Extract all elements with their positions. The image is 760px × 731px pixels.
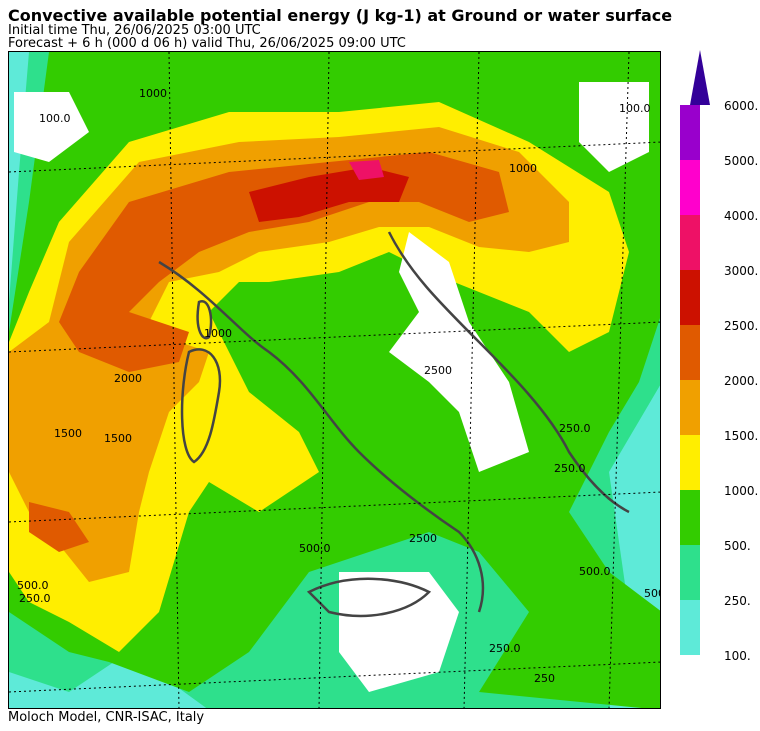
contour-label: 1500 bbox=[104, 432, 132, 445]
field-none-adriatic bbox=[389, 232, 529, 472]
legend-label-6000: 6000. bbox=[724, 99, 759, 113]
graticule-line bbox=[9, 141, 660, 173]
contour-label: 100.0 bbox=[619, 102, 651, 115]
map-title: Convective available potential energy (J… bbox=[8, 6, 673, 25]
contour-label: 250 bbox=[534, 672, 555, 685]
contour-label: 250.0 bbox=[19, 592, 51, 605]
forecast-time: Forecast + 6 h (000 d 06 h) valid Thu, 2… bbox=[8, 36, 406, 51]
graticule bbox=[9, 52, 660, 708]
legend-swatch-500 bbox=[680, 490, 700, 545]
graticule-line bbox=[9, 321, 660, 353]
legend-label-100: 100. bbox=[724, 649, 751, 663]
graticule-line bbox=[9, 491, 660, 523]
legend-swatch-3000 bbox=[680, 215, 700, 270]
coast-italy bbox=[158, 260, 485, 613]
legend-swatch-2000 bbox=[680, 325, 700, 380]
legend-arrow bbox=[690, 50, 710, 105]
legend-bar bbox=[680, 50, 710, 655]
legend-label-500: 500. bbox=[724, 539, 751, 553]
contour-label: 500.0 bbox=[299, 542, 331, 555]
coast-adriatic bbox=[387, 231, 630, 514]
legend-swatch-5000 bbox=[680, 105, 700, 160]
legend-swatch-1000 bbox=[680, 435, 700, 490]
coastlines bbox=[158, 231, 630, 618]
legend-swatch-2500 bbox=[680, 270, 700, 325]
contour-label: 250.0 bbox=[554, 462, 586, 475]
cape-map: 100.0 1000 100.0 1000 1500 2000 1000 150… bbox=[8, 51, 661, 709]
field-2500 bbox=[249, 167, 409, 222]
legend-label-4000: 4000. bbox=[724, 209, 759, 223]
field-none-south bbox=[339, 572, 459, 692]
contour-label: 250.0 bbox=[489, 642, 521, 655]
legend-swatch-100 bbox=[680, 600, 700, 655]
field-none-north bbox=[579, 82, 649, 172]
contour-labels: 100.0 1000 100.0 1000 1500 2000 1000 150… bbox=[17, 87, 661, 685]
initial-time: Initial time Thu, 26/06/2025 03:00 UTC bbox=[8, 23, 261, 38]
contour-label: 1500 bbox=[54, 427, 82, 440]
contour-label: 1000 bbox=[509, 162, 537, 175]
contour-label: 1000 bbox=[204, 327, 232, 340]
coast-corsica bbox=[196, 300, 213, 340]
legend-swatch-4000 bbox=[680, 160, 700, 215]
field-2000-west bbox=[29, 502, 89, 552]
contour-label: 250.0 bbox=[559, 422, 591, 435]
model-credit: Moloch Model, CNR-ISAC, Italy bbox=[8, 710, 205, 725]
coast-sardinia bbox=[180, 348, 222, 464]
contour-label: 2500 bbox=[409, 532, 437, 545]
legend-swatch-1500 bbox=[680, 380, 700, 435]
legend-swatch-250 bbox=[680, 545, 700, 600]
graticule-line bbox=[9, 661, 660, 693]
legend-label-2500: 2500. bbox=[724, 319, 759, 333]
legend-label-5000: 5000. bbox=[724, 154, 759, 168]
field-none-west bbox=[14, 92, 89, 162]
contour-label: 500 bbox=[644, 587, 661, 600]
contour-label: 500.0 bbox=[579, 565, 611, 578]
contour-label: 1000 bbox=[139, 87, 167, 100]
color-legend bbox=[680, 50, 760, 660]
contour-label: 2000 bbox=[114, 372, 142, 385]
field-3000 bbox=[349, 160, 384, 180]
cape-map-canvas: 100.0 1000 100.0 1000 1500 2000 1000 150… bbox=[9, 52, 661, 708]
contour-label: 2500 bbox=[424, 364, 452, 377]
legend-label-250: 250. bbox=[724, 594, 751, 608]
contour-label: 500.0 bbox=[17, 579, 49, 592]
legend-label-1000: 1000. bbox=[724, 484, 759, 498]
coast-sicily bbox=[306, 577, 432, 618]
contour-label: 100.0 bbox=[39, 112, 71, 125]
legend-label-2000: 2000. bbox=[724, 374, 759, 388]
legend-label-3000: 3000. bbox=[724, 264, 759, 278]
legend-label-1500: 1500. bbox=[724, 429, 759, 443]
